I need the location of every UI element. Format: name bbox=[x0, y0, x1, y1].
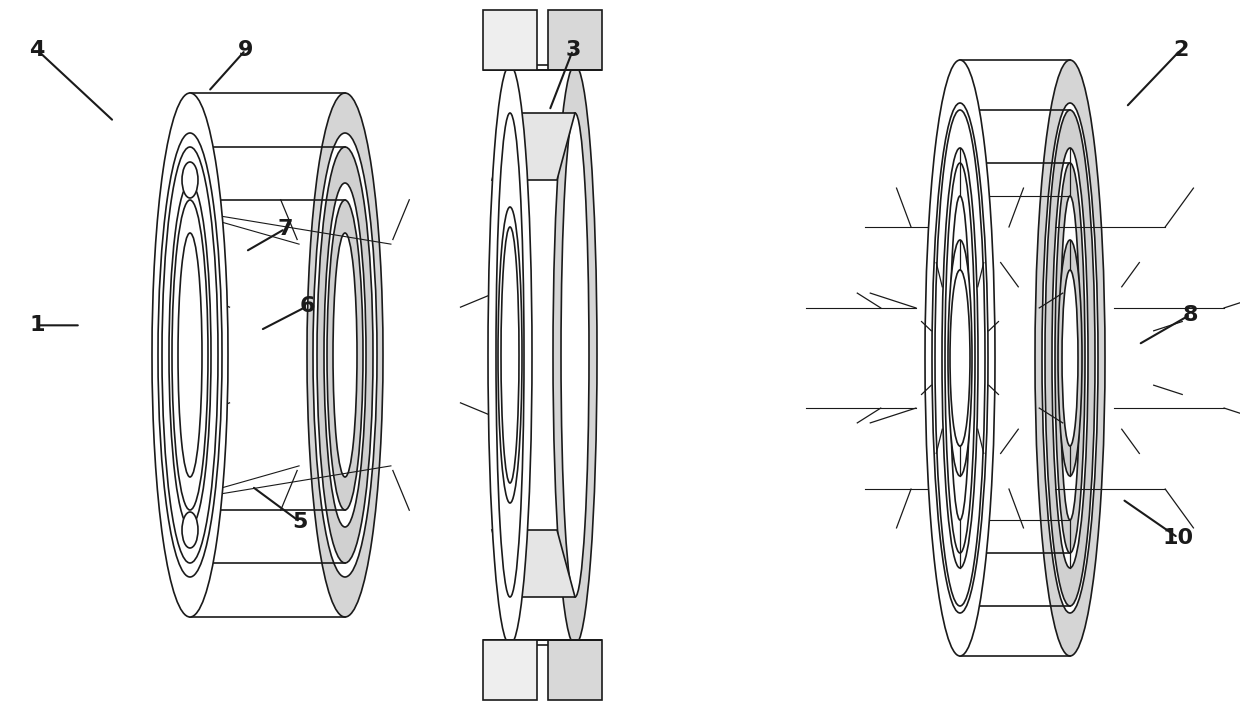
Ellipse shape bbox=[308, 93, 383, 617]
Ellipse shape bbox=[1052, 148, 1087, 568]
Ellipse shape bbox=[179, 233, 202, 477]
Ellipse shape bbox=[172, 200, 208, 510]
Ellipse shape bbox=[1045, 110, 1095, 606]
Ellipse shape bbox=[334, 233, 357, 477]
Polygon shape bbox=[548, 10, 601, 70]
Polygon shape bbox=[492, 530, 575, 597]
Text: 7: 7 bbox=[278, 219, 293, 239]
Ellipse shape bbox=[950, 270, 970, 446]
Ellipse shape bbox=[182, 512, 198, 548]
Ellipse shape bbox=[153, 93, 228, 617]
Ellipse shape bbox=[952, 270, 968, 446]
Text: 3: 3 bbox=[565, 40, 580, 60]
Ellipse shape bbox=[942, 148, 978, 568]
Ellipse shape bbox=[169, 183, 211, 527]
Ellipse shape bbox=[327, 200, 363, 510]
Text: 8: 8 bbox=[1183, 305, 1198, 325]
Ellipse shape bbox=[182, 162, 198, 198]
Polygon shape bbox=[492, 113, 575, 180]
Ellipse shape bbox=[498, 207, 522, 503]
Text: 6: 6 bbox=[300, 296, 315, 316]
Ellipse shape bbox=[501, 227, 520, 483]
Text: 2: 2 bbox=[1173, 40, 1188, 60]
Ellipse shape bbox=[553, 65, 596, 645]
Ellipse shape bbox=[324, 183, 366, 527]
Text: 5: 5 bbox=[293, 512, 308, 532]
Ellipse shape bbox=[1042, 103, 1097, 613]
Ellipse shape bbox=[1061, 270, 1078, 446]
Ellipse shape bbox=[489, 65, 532, 645]
Polygon shape bbox=[484, 10, 537, 70]
Ellipse shape bbox=[925, 60, 994, 656]
Ellipse shape bbox=[949, 240, 972, 476]
Ellipse shape bbox=[496, 113, 525, 597]
Ellipse shape bbox=[157, 133, 222, 577]
Text: 1: 1 bbox=[30, 315, 45, 335]
Ellipse shape bbox=[932, 103, 988, 613]
Text: 10: 10 bbox=[1162, 528, 1194, 548]
Ellipse shape bbox=[1058, 240, 1083, 476]
Ellipse shape bbox=[560, 113, 589, 597]
Ellipse shape bbox=[1035, 60, 1105, 656]
Polygon shape bbox=[548, 640, 601, 700]
Text: 9: 9 bbox=[238, 40, 253, 60]
Ellipse shape bbox=[162, 147, 218, 563]
Ellipse shape bbox=[945, 163, 975, 553]
Ellipse shape bbox=[1060, 196, 1080, 520]
Ellipse shape bbox=[317, 147, 373, 563]
Ellipse shape bbox=[1055, 163, 1085, 553]
Polygon shape bbox=[484, 640, 537, 700]
Text: 4: 4 bbox=[30, 40, 45, 60]
Ellipse shape bbox=[935, 110, 985, 606]
Ellipse shape bbox=[312, 133, 377, 577]
Ellipse shape bbox=[950, 196, 970, 520]
